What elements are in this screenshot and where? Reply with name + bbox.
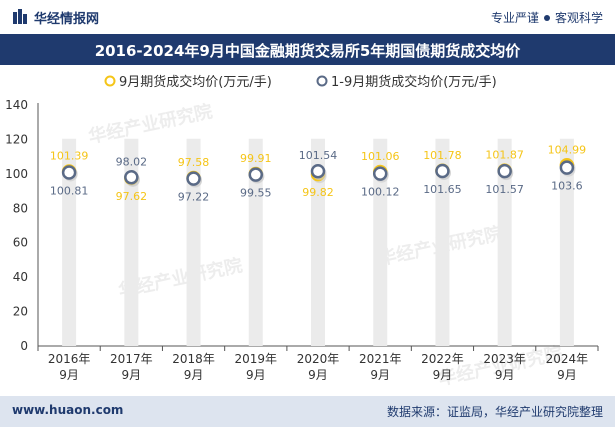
category-column bbox=[373, 138, 388, 346]
title-bar bbox=[0, 34, 615, 65]
x-tick-label: 2022年 9月 bbox=[421, 352, 464, 382]
tagline-right: 客观科学 bbox=[554, 11, 603, 25]
category-column bbox=[435, 138, 450, 346]
tagline-left: 专业严谨 bbox=[490, 11, 539, 25]
series-2-data-label: 103.6 bbox=[551, 180, 583, 193]
y-tick-label: 140 bbox=[5, 98, 28, 112]
series-2-point bbox=[186, 171, 201, 186]
x-tick-label: 2020年 9月 bbox=[297, 352, 340, 382]
series-2-point bbox=[372, 166, 388, 181]
series-1-data-label: 101.78 bbox=[423, 149, 462, 162]
footer-source: 数据来源：证监局，华经产业研究院整理 bbox=[386, 405, 603, 419]
series-2-data-label: 97.22 bbox=[178, 191, 210, 204]
category-column bbox=[559, 138, 574, 346]
y-tick-label: 100 bbox=[5, 167, 28, 181]
x-tick-label: 2023年 9月 bbox=[483, 352, 526, 382]
series-1-data-label: 97.58 bbox=[178, 156, 210, 169]
series-1-data-label: 101.06 bbox=[361, 150, 400, 163]
x-tick-label: 2018年 9月 bbox=[172, 352, 215, 382]
brand-name: 华经情报网 bbox=[34, 12, 100, 27]
watermark-3: 华经产业研究院 bbox=[436, 342, 564, 390]
series-2-point bbox=[497, 163, 512, 179]
y-tick-label: 80 bbox=[13, 201, 28, 215]
legend-marker-series-1 bbox=[104, 75, 116, 87]
y-tick-label: 40 bbox=[13, 270, 28, 284]
chart: 9月期货成交均价(万元/手) 1-9月期货成交均价(万元/手)华经产业研究院华经产… bbox=[5, 74, 599, 390]
series-2-data-label: 100.81 bbox=[50, 184, 89, 197]
series-1-data-label: 97.62 bbox=[116, 190, 148, 203]
y-tick-label: 20 bbox=[13, 305, 28, 319]
category-column bbox=[124, 138, 139, 346]
series-2-data-label: 101.57 bbox=[485, 183, 524, 196]
category-column bbox=[311, 138, 325, 346]
y-tick-label: 0 bbox=[20, 339, 28, 353]
series-1-data-label: 101.39 bbox=[50, 149, 89, 162]
tagline: 专业严谨 客观科学 bbox=[491, 9, 603, 26]
series-2-point bbox=[435, 163, 450, 179]
series-2-data-label: 101.54 bbox=[299, 149, 338, 162]
series-2-data-label: 100.12 bbox=[361, 186, 400, 199]
series-2-data-label: 99.55 bbox=[240, 187, 272, 200]
series-1-data-label: 99.91 bbox=[240, 152, 272, 165]
x-tick-label: 2021年 9月 bbox=[359, 352, 402, 382]
chart-title: 2016-2024年9月中国金融期货交易所5年期国债期货成交均价 bbox=[94, 42, 521, 60]
series-1-data-label: 101.87 bbox=[485, 149, 524, 162]
series-2-point bbox=[248, 167, 264, 182]
x-tick-label: 2019年 9月 bbox=[235, 352, 278, 382]
series-2-point bbox=[559, 160, 575, 175]
y-tick-label: 120 bbox=[5, 132, 28, 146]
category-column bbox=[62, 138, 77, 346]
dot-icon bbox=[543, 15, 550, 21]
x-tick-label: 2024年 9月 bbox=[546, 352, 589, 382]
logo-icon bbox=[13, 9, 27, 24]
series-1-data-label: 99.82 bbox=[302, 186, 334, 199]
category-column bbox=[248, 138, 263, 346]
legend-label-series-1: 9月期货成交均价(万元/手) bbox=[119, 74, 272, 90]
series-2-point bbox=[61, 165, 77, 180]
category-column bbox=[497, 138, 512, 346]
series-2-data-label: 101.65 bbox=[423, 183, 462, 196]
series-2-data-label: 98.02 bbox=[116, 155, 148, 168]
series-2-point bbox=[124, 170, 139, 185]
series-2-point bbox=[310, 163, 326, 179]
y-tick-label: 60 bbox=[13, 236, 28, 250]
category-column bbox=[186, 138, 201, 346]
x-tick-label: 2017年 9月 bbox=[110, 352, 153, 382]
x-tick-label: 2016年 9月 bbox=[48, 352, 91, 382]
top-bar: 华经情报网 专业严谨 客观科学 bbox=[0, 0, 615, 34]
series-1-data-label: 104.99 bbox=[548, 143, 587, 156]
legend-label-series-2: 1-9月期货成交均价(万元/手) bbox=[331, 74, 497, 90]
legend-marker-series-2 bbox=[316, 75, 328, 87]
footer-bar bbox=[0, 396, 615, 427]
footer-site: www.huaon.com bbox=[12, 403, 124, 417]
